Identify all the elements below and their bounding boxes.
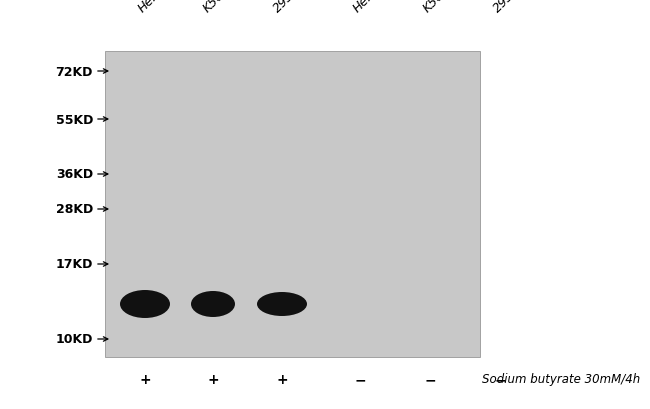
Ellipse shape (257, 292, 307, 316)
Text: 28KD: 28KD (56, 203, 93, 216)
Text: 55KD: 55KD (56, 113, 93, 126)
Text: +: + (139, 372, 151, 386)
Bar (105, 52, 480, 357)
Text: K562: K562 (201, 0, 233, 15)
Text: 10KD: 10KD (56, 333, 93, 346)
Text: K562: K562 (421, 0, 453, 15)
Text: 293: 293 (271, 0, 297, 15)
Text: 17KD: 17KD (56, 258, 93, 271)
Text: Hela: Hela (351, 0, 380, 15)
Text: +: + (207, 372, 219, 386)
Text: −: − (424, 372, 436, 386)
Ellipse shape (191, 291, 235, 317)
Text: −: − (494, 372, 506, 386)
Text: Hela: Hela (136, 0, 165, 15)
Ellipse shape (120, 290, 170, 318)
Text: +: + (276, 372, 288, 386)
Text: 72KD: 72KD (56, 65, 93, 78)
Text: 293: 293 (491, 0, 517, 15)
Text: −: − (354, 372, 366, 386)
Text: Sodium butyrate 30mM/4h: Sodium butyrate 30mM/4h (482, 373, 640, 386)
Text: 36KD: 36KD (56, 168, 93, 181)
